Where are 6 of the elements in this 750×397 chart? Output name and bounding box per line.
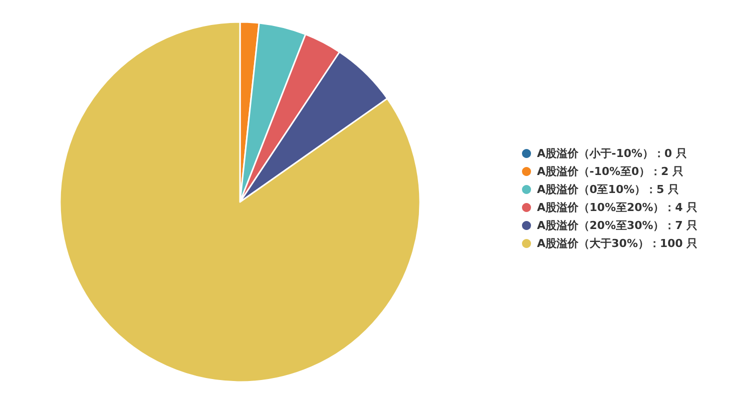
legend-label: A股溢价（小于-10%）：0 只 [537,147,687,160]
legend-label: A股溢价（10%至20%）：4 只 [537,201,698,214]
legend-label: A股溢价（-10%至0）：2 只 [537,165,684,178]
legend-label: A股溢价（20%至30%）：7 只 [537,219,698,232]
legend-label: A股溢价（0至10%）：5 只 [537,183,679,196]
legend-label: A股溢价（大于30%）：100 只 [537,237,698,250]
